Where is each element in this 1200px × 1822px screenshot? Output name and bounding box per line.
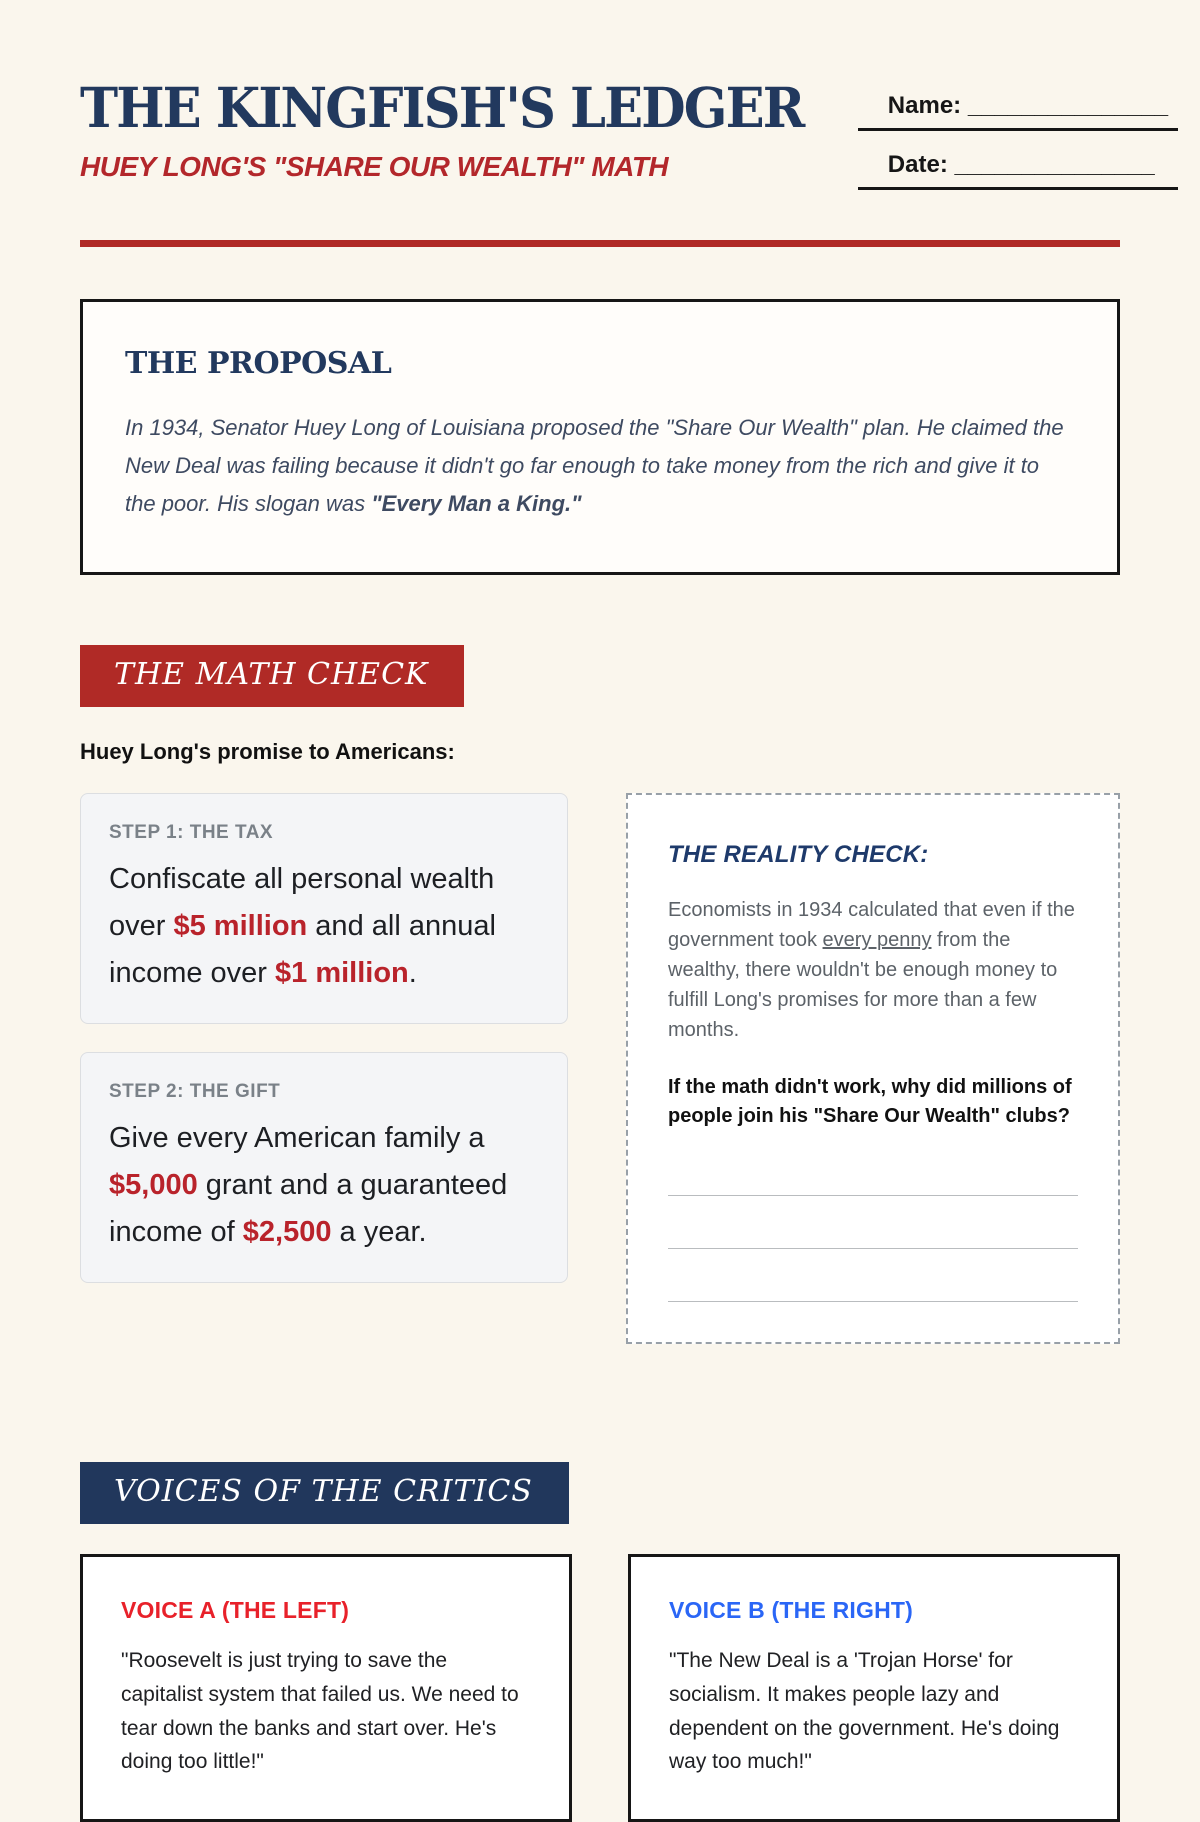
- math-check-columns: STEP 1: THE TAX Confiscate all personal …: [80, 793, 1120, 1345]
- voice-a-quote: "Roosevelt is just trying to save the ca…: [121, 1649, 519, 1774]
- voice-a-box: VOICE A (THE LEFT) "Roosevelt is just tr…: [80, 1554, 572, 1822]
- proposal-heading: THE PROPOSAL: [125, 346, 392, 381]
- name-field[interactable]: Name: _______________: [857, 92, 1178, 131]
- voice-b-quote: "The New Deal is a 'Trojan Horse' for so…: [669, 1649, 1060, 1774]
- step-2-amount-2: $2,500: [242, 1216, 332, 1249]
- reality-check-heading: THE REALITY CHECK:: [668, 841, 929, 869]
- answer-line-1[interactable]: [668, 1143, 1078, 1197]
- step-1-card: STEP 1: THE TAX Confiscate all personal …: [80, 793, 568, 1025]
- steps-column: STEP 1: THE TAX Confiscate all personal …: [80, 793, 568, 1344]
- date-blank[interactable]: _______________: [954, 151, 1155, 178]
- proposal-box: THE PROPOSAL In 1934, Senator Huey Long …: [80, 299, 1120, 576]
- step-1-label: STEP 1: THE TAX: [109, 822, 274, 844]
- date-field[interactable]: Date: _______________: [857, 151, 1178, 190]
- proposal-body: In 1934, Senator Huey Long of Louisiana …: [125, 415, 1064, 516]
- math-check-banner: THE MATH CHECK: [80, 645, 465, 708]
- reality-t1: Economists in 1934 calculated that even …: [668, 899, 1075, 952]
- voices-banner: VOICES OF THE CRITICS: [80, 1462, 569, 1525]
- step-1-t3: .: [408, 957, 417, 990]
- voices-columns: VOICE A (THE LEFT) "Roosevelt is just tr…: [80, 1554, 1120, 1822]
- step-2-text: Give every American family a $5,000 gran…: [109, 1115, 539, 1256]
- step-2-t2: grant and a guaranteed income of: [109, 1169, 508, 1249]
- page-subtitle: HUEY LONG'S "SHARE OUR WEALTH" MATH: [80, 151, 669, 182]
- step-2-card: STEP 2: THE GIFT Give every American fam…: [80, 1052, 568, 1284]
- step-2-amount-1: $5,000: [109, 1169, 198, 1202]
- reality-column: THE REALITY CHECK: Economists in 1934 ca…: [626, 793, 1120, 1345]
- step-2-label: STEP 2: THE GIFT: [109, 1081, 281, 1103]
- step-2-t3: a year.: [331, 1216, 427, 1249]
- step-1-text: Confiscate all personal wealth over $5 m…: [109, 856, 539, 997]
- step-1-t1: Confiscate all personal wealth over: [109, 863, 495, 943]
- header-titles: THE KINGFISH'S LEDGER HUEY LONG'S "SHARE…: [80, 80, 858, 183]
- proposal-text: In 1934, Senator Huey Long of Louisiana …: [125, 409, 1075, 522]
- voice-a-heading: VOICE A (THE LEFT): [121, 1597, 350, 1624]
- name-blank[interactable]: _______________: [967, 92, 1169, 119]
- red-divider: [80, 240, 1120, 247]
- reality-question: If the math didn't work, why did million…: [668, 1076, 1072, 1128]
- proposal-slogan: "Every Man a King.": [371, 490, 582, 516]
- page-title: THE KINGFISH'S LEDGER: [80, 75, 805, 140]
- step-1-amount-1: $5 million: [173, 910, 308, 943]
- answer-lines: [668, 1143, 1078, 1303]
- promise-intro: Huey Long's promise to Americans:: [80, 739, 455, 765]
- header: THE KINGFISH'S LEDGER HUEY LONG'S "SHARE…: [80, 80, 1178, 210]
- name-date-block: Name: _______________ Date: ____________…: [857, 80, 1178, 210]
- name-label: Name:: [887, 92, 962, 119]
- date-label: Date:: [887, 151, 948, 178]
- answer-line-2[interactable]: [668, 1196, 1078, 1250]
- step-1-amount-2: $1 million: [275, 957, 409, 990]
- reality-check-text: Economists in 1934 calculated that even …: [668, 895, 1078, 1045]
- voice-b-box: VOICE B (THE RIGHT) "The New Deal is a '…: [628, 1554, 1120, 1822]
- voice-b-heading: VOICE B (THE RIGHT): [669, 1597, 914, 1624]
- step-2-t1: Give every American family a: [109, 1122, 485, 1155]
- step-1-t2: and all annual income over: [109, 910, 496, 990]
- reality-underlined: every penny: [822, 929, 932, 952]
- answer-line-3[interactable]: [668, 1249, 1078, 1303]
- reality-check-box: THE REALITY CHECK: Economists in 1934 ca…: [626, 793, 1120, 1345]
- reality-t2: from the wealthy, there wouldn't be enou…: [668, 929, 1058, 1042]
